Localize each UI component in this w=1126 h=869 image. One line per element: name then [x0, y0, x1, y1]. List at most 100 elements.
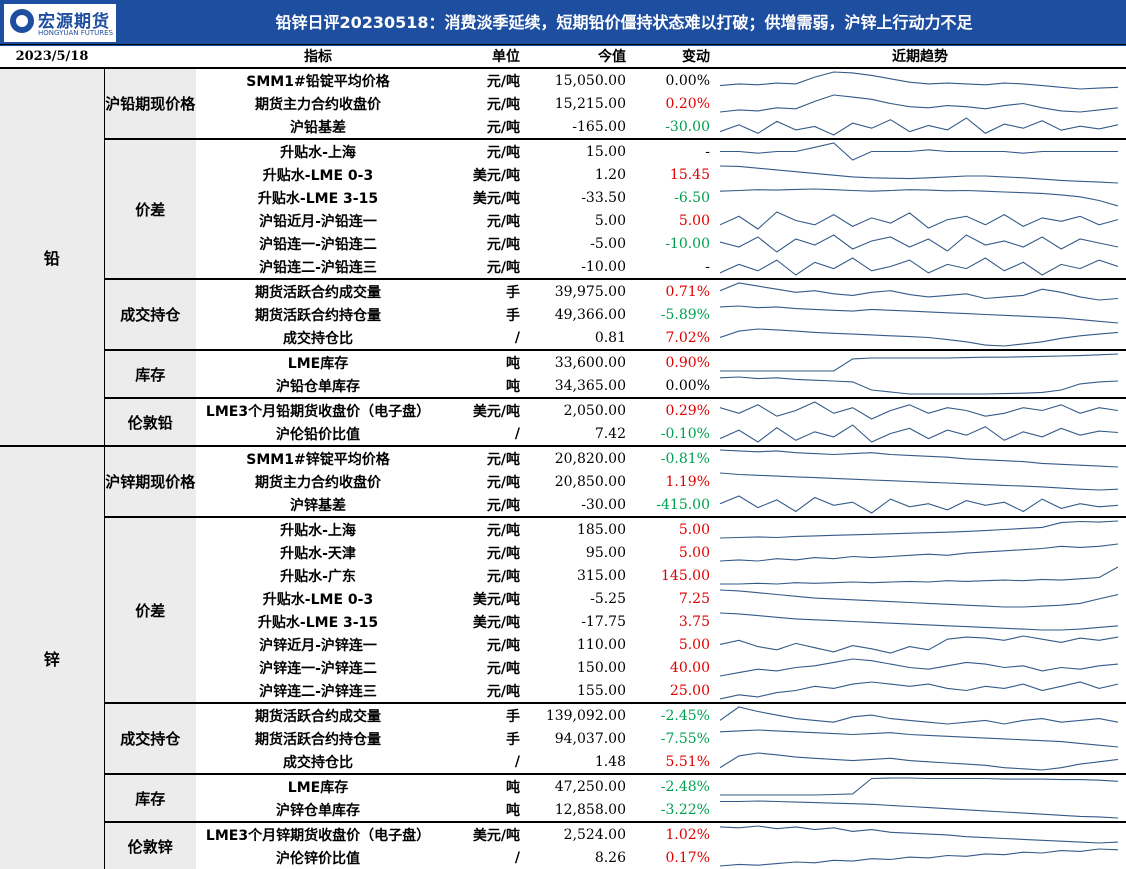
metal-label: 铅: [0, 68, 105, 446]
trend-sparkline: [714, 493, 1126, 517]
unit-cell: /: [514, 849, 520, 866]
sparkline-chart: [720, 328, 1118, 347]
change-value: -0.81%: [630, 445, 714, 470]
table-row: 沪锌连一-沪锌连二 元/吨 150.00 40.00: [0, 656, 1126, 679]
col-today: 今值: [524, 44, 630, 69]
change-value: -: [705, 258, 710, 275]
table-row: 库存 LME库存吨 47,250.00 -2.48%: [0, 773, 1126, 822]
table-row: 沪铅仓单库存 吨 34,365.00 0.00%: [0, 374, 1126, 398]
sparkline-chart: [720, 188, 1118, 207]
today-value: 15,050.00: [554, 72, 626, 89]
sparkline-chart: [720, 635, 1118, 654]
today-value: 185.00: [524, 516, 630, 541]
indicator-name: LME3个月铅期货收盘价（电子盘）: [196, 397, 440, 422]
today-value: 5.00: [594, 212, 626, 229]
today-value: -17.75: [581, 613, 626, 630]
trend-sparkline: [714, 679, 1126, 703]
category-label: 伦敦锌: [104, 821, 196, 869]
table-row: 升贴水-LME 0-3 美元/吨 -5.25 7.25: [0, 587, 1126, 610]
table-row: 成交持仓 期货活跃合约成交量手 139,092.00 -2.45%: [0, 702, 1126, 774]
today-value: 2,524.00: [524, 821, 630, 846]
today-value: 15.00: [524, 138, 630, 163]
unit-cell: 美元/吨: [472, 167, 520, 184]
sparkline-chart: [720, 848, 1118, 867]
trend-sparkline: [714, 374, 1126, 398]
category-label: 沪铅期现价格: [104, 68, 196, 139]
sparkline-line: [720, 612, 1118, 631]
sparkline-line: [720, 589, 1118, 608]
sparkline-chart: [720, 706, 1118, 725]
today-value: 15,215.00: [554, 95, 626, 112]
today-value: 39,975.00: [524, 278, 630, 303]
today-value: 95.00: [585, 544, 626, 561]
sparkline-line: [720, 848, 1118, 867]
column-header-row: 2023/5/18 指标 单位 今值 变动 近期趋势: [0, 44, 1126, 69]
trend-sparkline: [714, 633, 1126, 656]
table-row: 价差 升贴水-上海 元/吨 185.00 5.00: [0, 516, 1126, 703]
trend-sparkline: [714, 516, 1126, 541]
table-row: 价差 升贴水-上海 元/吨 15.00-: [0, 138, 1126, 279]
indicator-name: 期货活跃合约持仓量: [255, 731, 381, 748]
indicator-name: 升贴水-LME 3-15: [257, 614, 379, 631]
change-value: 5.00: [678, 212, 710, 229]
unit-cell: /: [514, 329, 520, 346]
trend-sparkline: [714, 349, 1126, 374]
unit-cell: 元/吨: [486, 497, 520, 514]
indicator-name: 沪锌仓单库存: [276, 802, 360, 819]
change-value: 0.29%: [630, 397, 714, 422]
unit-cell: 元/吨: [440, 445, 524, 470]
indicator-name: 沪伦铅价比值: [276, 426, 360, 443]
indicator-name: 沪铅近月-沪铅连一: [259, 213, 377, 230]
table-row: 升贴水-LME 0-3 美元/吨 1.20 15.45: [0, 163, 1126, 186]
sparkline-line: [720, 752, 1118, 771]
indicator-name: 升贴水-上海: [196, 516, 440, 541]
sparkline-line: [720, 376, 1118, 395]
indicator-name: 期货活跃合约成交量: [196, 702, 440, 727]
change-value: 40.00: [669, 659, 710, 676]
sparkline-line: [720, 257, 1118, 276]
trend-sparkline: [714, 727, 1126, 750]
table-row: 期货主力合约收盘价 元/吨 15,215.00 0.20%: [0, 92, 1126, 115]
trend-sparkline: [714, 68, 1126, 92]
indicator-name: 沪锌基差: [290, 497, 346, 514]
indicator-name: 沪锌连一-沪锌连二: [259, 660, 377, 677]
category-label: 沪锌期现价格: [104, 445, 196, 517]
sparkline-line: [720, 424, 1118, 443]
trend-sparkline: [714, 326, 1126, 350]
table-row: 升贴水-LME 3-15 美元/吨 -17.75 3.75: [0, 610, 1126, 633]
change-value: 25.00: [669, 682, 710, 699]
unit-cell: 手: [506, 731, 520, 748]
indicator-name: 沪锌连二-沪锌连三: [259, 683, 377, 700]
unit-cell: 美元/吨: [472, 614, 520, 631]
sparkline-chart: [720, 142, 1118, 161]
sparkline-chart: [720, 777, 1118, 796]
table-row: 升贴水-广东 元/吨 315.00 145.00: [0, 564, 1126, 587]
today-value: 8.26: [594, 849, 626, 866]
table-row: 伦敦铅 LME3个月铅期货收盘价（电子盘） 美元/吨 2,050.00 0.29%: [0, 397, 1126, 446]
indicator-name: 沪铅基差: [290, 119, 346, 136]
indicator-name: 期货主力合约收盘价: [255, 96, 381, 113]
sparkline-line: [720, 165, 1118, 184]
sparkline-chart: [720, 257, 1118, 276]
today-value: 47,250.00: [524, 773, 630, 798]
table-row: 成交持仓比 / 1.48 5.51%: [0, 750, 1126, 774]
change-value: 1.19%: [665, 473, 710, 490]
today-value: 150.00: [577, 659, 626, 676]
today-value: 49,366.00: [554, 306, 626, 323]
unit-cell: 美元/吨: [440, 821, 524, 846]
change-value: -415.00: [656, 496, 710, 513]
unit-cell: 手: [506, 307, 520, 324]
today-value: 0.81: [594, 329, 626, 346]
unit-cell: 元/吨: [486, 637, 520, 654]
sparkline-chart: [720, 658, 1118, 677]
sparkline-chart: [720, 401, 1118, 420]
trend-sparkline: [714, 92, 1126, 115]
trend-sparkline: [714, 232, 1126, 255]
sparkline-chart: [720, 94, 1118, 113]
today-value: 94,037.00: [554, 730, 626, 747]
metal-label: 锌: [0, 445, 105, 869]
trend-sparkline: [714, 470, 1126, 493]
unit-cell: 吨: [440, 773, 524, 798]
sparkline-line: [720, 635, 1118, 654]
table-row: 期货主力合约收盘价 元/吨 20,850.00 1.19%: [0, 470, 1126, 493]
